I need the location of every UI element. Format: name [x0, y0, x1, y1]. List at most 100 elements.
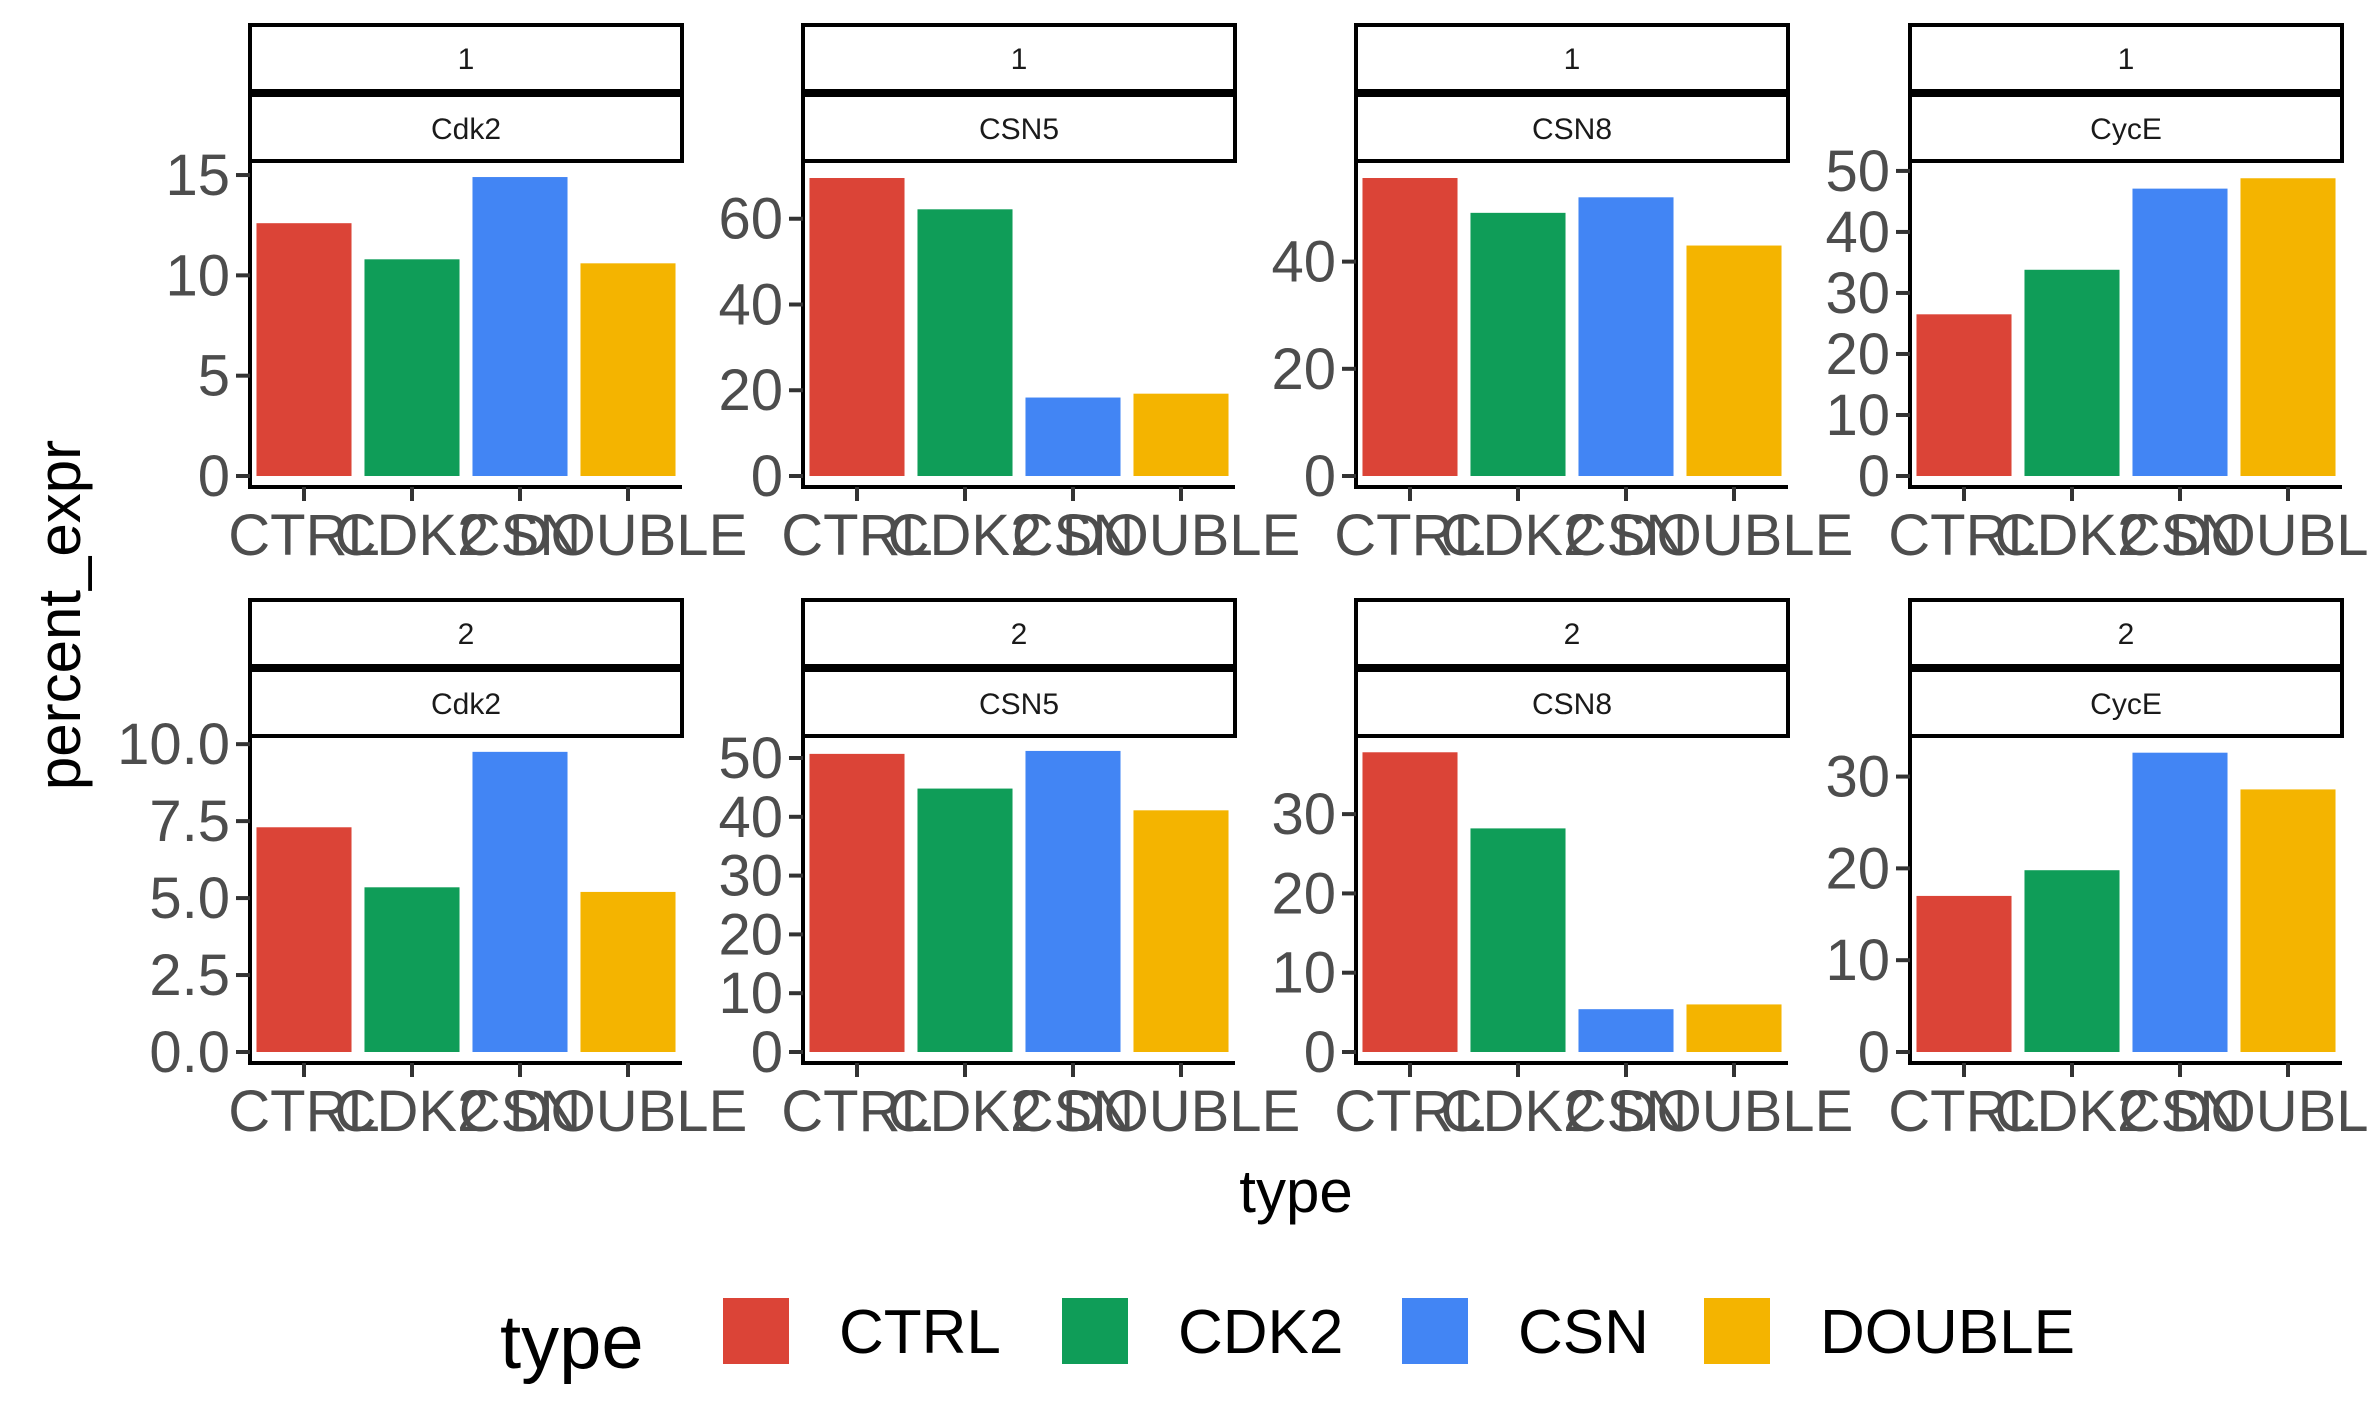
y-tick-label: 10 [165, 243, 230, 308]
y-tick-label: 20 [1271, 337, 1336, 402]
y-tick-label: 30 [718, 844, 783, 909]
legend-key-csn [1402, 1298, 1468, 1364]
y-tick-label: 30 [1271, 782, 1336, 847]
legend-title: type [500, 1300, 644, 1385]
facet-strip-bottom-box [248, 668, 684, 738]
legend-key-cdk2 [1062, 1298, 1128, 1364]
x-tick-label: CTRL [228, 503, 379, 568]
bar-double [2240, 789, 2336, 1052]
bar-ctrl [256, 223, 352, 476]
y-tick-label: 40 [718, 785, 783, 850]
y-tick-label: 0 [1858, 444, 1890, 509]
x-tick-label: CSN [2119, 1079, 2241, 1144]
y-tick-label: 10 [718, 961, 783, 1026]
x-tick-label: CSN [1565, 1079, 1687, 1144]
y-tick-label: 50 [718, 726, 783, 791]
bar-ctrl [1916, 314, 2012, 476]
legend-label-double: DOUBLE [1820, 1298, 2075, 1367]
y-tick-label: 40 [1271, 230, 1336, 295]
bar-ctrl [1916, 895, 2012, 1052]
y-tick-label: 0.0 [149, 1020, 230, 1085]
facet-strip-top-box [801, 23, 1237, 93]
facet-strip-bottom-label: CycE [2090, 688, 2162, 721]
x-tick-label: DOUBLE [1615, 1079, 1854, 1144]
facet-strip-top-box [1908, 598, 2344, 668]
bar-double [1133, 810, 1229, 1052]
x-tick-label: CDK2 [1995, 503, 2150, 568]
y-tick-label: 40 [1825, 200, 1890, 265]
bar-csn [472, 751, 568, 1052]
facet-strip-top-box [248, 23, 684, 93]
y-tick-label: 40 [718, 272, 783, 337]
x-tick-label: CDK2 [335, 503, 490, 568]
facet-strip-top-label: 2 [1011, 618, 1028, 651]
x-tick-label: CSN [459, 1079, 581, 1144]
facet-strip-bottom-box [1908, 93, 2344, 163]
y-tick-label: 30 [1825, 261, 1890, 326]
bar-csn [2132, 752, 2228, 1052]
y-axis-title: percent_expr [26, 440, 93, 790]
x-tick-label: CDK2 [1995, 1079, 2150, 1144]
facet-strip-top-label: 2 [2118, 618, 2135, 651]
y-tick-label: 2.5 [149, 943, 230, 1008]
facet-strip-top-box [248, 598, 684, 668]
facet-strip-top-label: 1 [1564, 43, 1581, 76]
facet-strip-bottom-box [1908, 668, 2344, 738]
bar-csn [1578, 197, 1674, 476]
bar-cdk2 [917, 788, 1013, 1052]
facet-strip-top-box [801, 598, 1237, 668]
x-tick-label: CDK2 [1441, 503, 1596, 568]
x-tick-label: CTRL [1334, 1079, 1485, 1144]
facet-strip-bottom-label: CSN8 [1532, 113, 1612, 146]
x-tick-label: CDK2 [888, 1079, 1043, 1144]
facet-strip-top-label: 2 [1564, 618, 1581, 651]
legend-label-ctrl: CTRL [839, 1298, 1001, 1367]
bar-cdk2 [364, 887, 460, 1052]
legend-key-ctrl [723, 1298, 789, 1364]
x-tick-label: CSN [1012, 1079, 1134, 1144]
legend-key-double [1704, 1298, 1770, 1364]
x-tick-label: CTRL [1888, 503, 2039, 568]
x-tick-label: CSN [459, 503, 581, 568]
x-tick-label: CDK2 [335, 1079, 490, 1144]
x-tick-label: CSN [1012, 503, 1134, 568]
bar-ctrl [256, 827, 352, 1052]
bar-double [580, 891, 676, 1052]
bar-csn [1578, 1009, 1674, 1052]
y-tick-label: 20 [1825, 322, 1890, 387]
bar-ctrl [1362, 752, 1458, 1052]
bar-csn [1025, 397, 1121, 476]
facet-panels: 1Cdk2051015CTRLCDK2CSNDOUBLE1CSN50204060… [117, 23, 2368, 1144]
y-tick-label: 7.5 [149, 789, 230, 854]
facet-strip-top-label: 1 [458, 43, 475, 76]
bar-double [2240, 178, 2336, 476]
x-tick-label: DOUBLE [509, 1079, 748, 1144]
y-tick-label: 0 [751, 444, 783, 509]
bar-cdk2 [364, 259, 460, 476]
bar-cdk2 [1470, 828, 1566, 1052]
y-tick-label: 20 [718, 358, 783, 423]
facet-strip-top-box [1354, 598, 1790, 668]
y-tick-label: 50 [1825, 139, 1890, 204]
bar-csn [2132, 188, 2228, 476]
bar-double [1133, 393, 1229, 476]
facet-strip-bottom-box [1354, 93, 1790, 163]
y-tick-label: 10 [1825, 383, 1890, 448]
bar-double [580, 263, 676, 476]
bar-cdk2 [2024, 870, 2120, 1052]
x-tick-label: CTRL [228, 1079, 379, 1144]
bar-ctrl [809, 753, 905, 1052]
bar-cdk2 [917, 209, 1013, 476]
y-tick-label: 30 [1825, 745, 1890, 810]
bar-ctrl [809, 178, 905, 477]
facet-strip-bottom-label: Cdk2 [431, 688, 501, 721]
legend-label-cdk2: CDK2 [1178, 1298, 1343, 1367]
facet-strip-bottom-label: CSN5 [979, 113, 1059, 146]
